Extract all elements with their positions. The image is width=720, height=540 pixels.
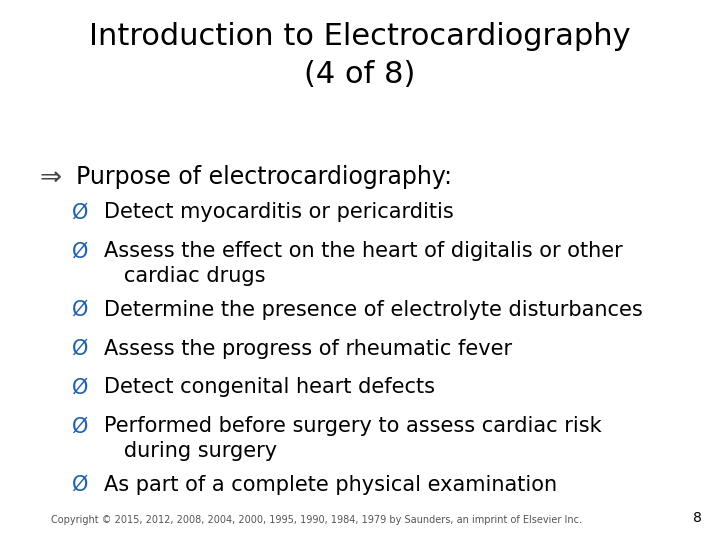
Text: 8: 8 xyxy=(693,511,702,525)
Text: Ø: Ø xyxy=(72,202,89,222)
Text: Determine the presence of electrolyte disturbances: Determine the presence of electrolyte di… xyxy=(104,300,643,320)
Text: Assess the effect on the heart of digitalis or other
   cardiac drugs: Assess the effect on the heart of digita… xyxy=(104,241,623,286)
Text: Introduction to Electrocardiography
(4 of 8): Introduction to Electrocardiography (4 o… xyxy=(89,22,631,89)
Text: Purpose of electrocardiography:: Purpose of electrocardiography: xyxy=(76,165,451,188)
Text: Ø: Ø xyxy=(72,416,89,436)
Text: Ø: Ø xyxy=(72,339,89,359)
Text: Performed before surgery to assess cardiac risk
   during surgery: Performed before surgery to assess cardi… xyxy=(104,416,602,461)
Text: Detect congenital heart defects: Detect congenital heart defects xyxy=(104,377,436,397)
Text: Copyright © 2015, 2012, 2008, 2004, 2000, 1995, 1990, 1984, 1979 by Saunders, an: Copyright © 2015, 2012, 2008, 2004, 2000… xyxy=(51,515,582,525)
Text: As part of a complete physical examination: As part of a complete physical examinati… xyxy=(104,475,557,495)
Text: Ø: Ø xyxy=(72,475,89,495)
Text: Ø: Ø xyxy=(72,377,89,397)
Text: Assess the progress of rheumatic fever: Assess the progress of rheumatic fever xyxy=(104,339,513,359)
Text: Detect myocarditis or pericarditis: Detect myocarditis or pericarditis xyxy=(104,202,454,222)
Text: ⇒: ⇒ xyxy=(40,165,62,191)
Text: Ø: Ø xyxy=(72,241,89,261)
Text: Ø: Ø xyxy=(72,300,89,320)
